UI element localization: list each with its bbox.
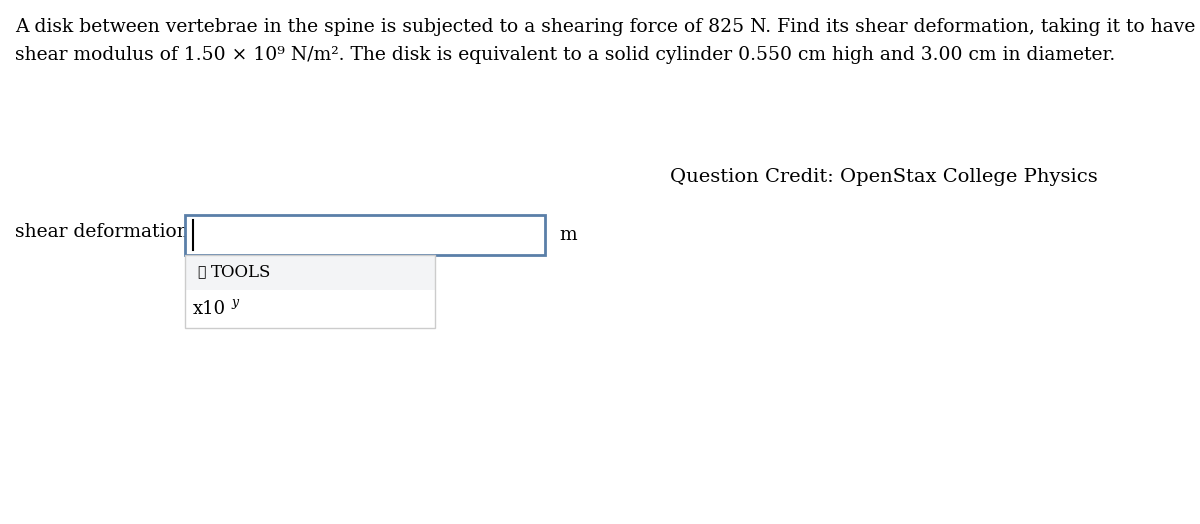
Bar <box>185 290 436 328</box>
Bar <box>185 255 436 328</box>
Text: Question Credit: OpenStax College Physics: Question Credit: OpenStax College Physic… <box>670 168 1098 186</box>
Text: m: m <box>559 226 577 244</box>
Text: y: y <box>230 296 238 309</box>
Text: shear modulus of 1.50 × 10⁹ N/m². The disk is equivalent to a solid cylinder 0.5: shear modulus of 1.50 × 10⁹ N/m². The di… <box>14 46 1115 64</box>
Text: shear deformation:: shear deformation: <box>14 223 194 241</box>
Text: TOOLS: TOOLS <box>211 264 271 281</box>
Text: ✔: ✔ <box>197 266 205 279</box>
Bar <box>185 255 436 290</box>
Text: A disk between vertebrae in the spine is subjected to a shearing force of 825 N.: A disk between vertebrae in the spine is… <box>14 18 1200 36</box>
Text: x10: x10 <box>193 300 226 318</box>
Bar <box>185 215 545 255</box>
